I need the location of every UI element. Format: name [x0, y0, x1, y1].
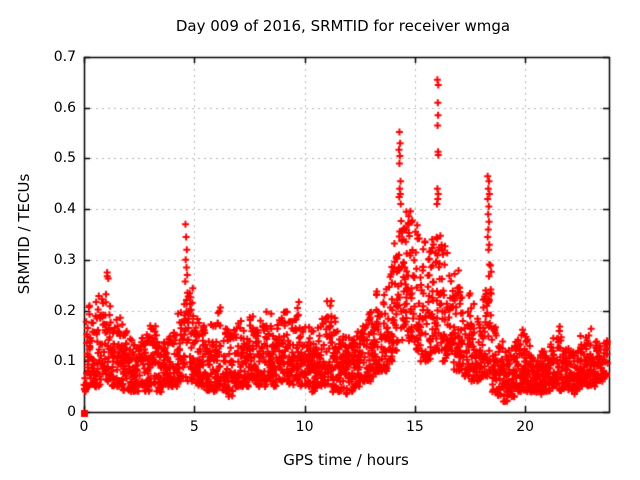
x-tick-label: 0	[79, 419, 89, 435]
x-tick-label: 10	[295, 419, 314, 435]
y-tick-label: 0.3	[53, 251, 76, 268]
x-tick-label: 20	[516, 419, 535, 435]
x-tick-label: 15	[405, 419, 424, 435]
y-tick-label: 0.7	[53, 49, 76, 65]
y-tick-label: 0.6	[53, 99, 76, 116]
y-tick-label: 0.4	[53, 201, 76, 218]
y-axis-label-text: SRMTID / TECUs	[15, 173, 33, 295]
y-tick-label: 0.2	[53, 302, 76, 319]
x-axis-label: GPS time / hours	[283, 451, 409, 469]
y-tick-label: 0.5	[53, 150, 76, 167]
y-tick-label: 0	[67, 404, 76, 420]
y-tick-label: 0.1	[53, 353, 76, 370]
x-tick-label: 5	[189, 419, 199, 435]
chart-title: Day 009 of 2016, SRMTID for receiver wmg…	[175, 17, 511, 35]
